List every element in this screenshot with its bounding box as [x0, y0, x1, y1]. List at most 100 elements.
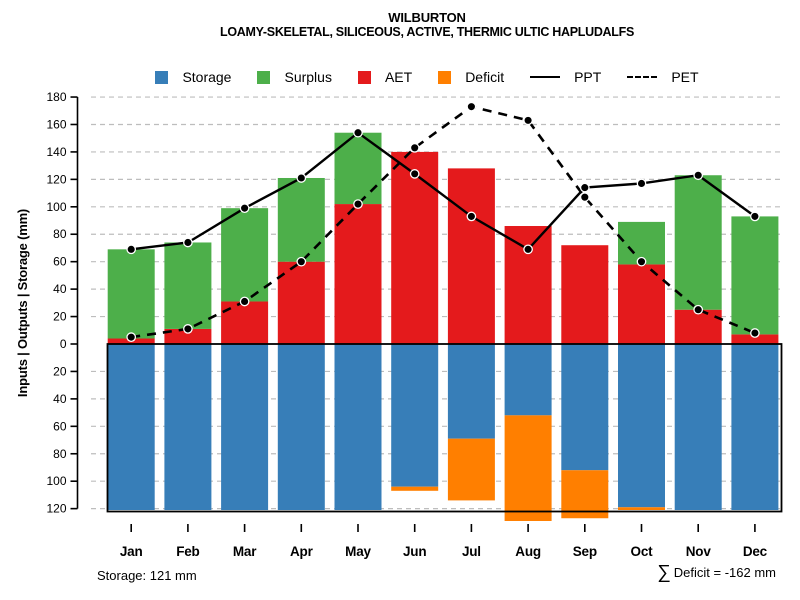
ppt-point-Jan	[126, 244, 137, 255]
deficit-annotation-text: Deficit = -162 mm	[673, 565, 776, 580]
bar-surplus-Dec	[731, 216, 779, 335]
ppt-point-Oct	[636, 178, 647, 189]
surplus-swatch-icon	[257, 70, 271, 84]
pet-point-Apr	[296, 256, 307, 267]
y-tick-label--100: 100	[46, 474, 66, 488]
bar-storage-Jun	[391, 344, 439, 487]
month-label-Aug: Aug	[515, 544, 541, 559]
storage-box	[106, 343, 783, 513]
legend-item-aet: AET	[357, 69, 413, 85]
bar-surplus-Jan	[107, 249, 155, 339]
page-title: WILBURTON	[388, 10, 466, 25]
bar-aet-Apr	[277, 261, 325, 344]
bar-storage-Jan	[107, 344, 155, 511]
ppt-point-Jul	[466, 211, 477, 222]
pet-line-icon	[627, 76, 658, 78]
bar-storage-Aug	[504, 344, 552, 416]
legend-label: Storage	[182, 69, 232, 85]
bar-aet-Dec	[731, 334, 779, 344]
y-tick-label--120: 120	[46, 502, 66, 516]
month-label-Jul: Jul	[462, 544, 481, 559]
bar-storage-Mar	[221, 344, 269, 511]
bar-aet-Jun	[391, 151, 439, 344]
month-label-Apr: Apr	[290, 544, 314, 559]
bar-storage-Feb	[164, 344, 212, 511]
pet-point-Jun	[409, 142, 420, 153]
y-tick-label--40: 40	[53, 392, 67, 406]
legend-item-deficit: Deficit	[438, 69, 504, 85]
legend-label: AET	[384, 69, 413, 85]
ppt-point-Nov	[693, 170, 704, 181]
y-tick-label-120: 120	[46, 172, 66, 186]
bar-surplus-Nov	[674, 175, 722, 310]
y-tick-label-160: 160	[46, 117, 66, 131]
y-tick-label--20: 20	[53, 364, 67, 378]
bar-storage-Nov	[674, 344, 722, 511]
storage-annotation: Storage: 121 mm	[97, 568, 197, 583]
aet-swatch-icon	[357, 70, 371, 84]
month-label-Jan: Jan	[120, 544, 143, 559]
y-tick-label-0: 0	[60, 337, 67, 351]
bar-aet-Jul	[447, 168, 495, 344]
bar-aet-May	[334, 204, 382, 344]
bar-storage-Dec	[731, 344, 779, 511]
y-tick-label-20: 20	[53, 310, 67, 324]
bar-aet-Feb	[164, 328, 212, 344]
ppt-point-Sep	[579, 182, 590, 193]
legend-item-ppt: PPT	[530, 69, 601, 85]
month-label-Dec: Dec	[743, 544, 768, 559]
ppt-point-Aug	[523, 244, 533, 255]
bar-surplus-Apr	[277, 177, 325, 262]
bar-storage-May	[334, 344, 382, 511]
pet-point-Nov	[693, 304, 704, 315]
pet-point-Sep	[579, 192, 590, 203]
pet-point-May	[353, 199, 363, 209]
pet-point-Oct	[636, 256, 647, 267]
bar-aet-Nov	[674, 309, 722, 344]
y-tick-label--60: 60	[53, 419, 67, 433]
y-tick-label-180: 180	[46, 90, 66, 104]
pet-point-Jul	[466, 101, 477, 112]
y-tick-label-100: 100	[46, 200, 66, 214]
deficit-annotation: ∑ Deficit = -162 mm	[657, 563, 776, 582]
legend-item-storage: Storage	[155, 69, 231, 85]
bar-surplus-Feb	[164, 242, 212, 329]
month-label-Jun: Jun	[403, 544, 426, 559]
y-tick-label-40: 40	[53, 282, 67, 296]
ppt-line-icon	[530, 76, 561, 78]
deficit-swatch-icon	[438, 70, 452, 84]
pet-line	[131, 105, 756, 339]
page-subtitle: LOAMY-SKELETAL, SILICEOUS, ACTIVE, THERM…	[219, 25, 634, 39]
bar-deficit-Aug	[504, 415, 552, 521]
pet-point-Mar	[239, 296, 250, 307]
y-tick-label-140: 140	[46, 145, 66, 159]
legend-item-surplus: Surplus	[257, 69, 332, 85]
pet-point-Aug	[523, 115, 533, 126]
bar-storage-Sep	[561, 344, 609, 471]
pet-point-Dec	[750, 328, 760, 338]
bar-deficit-Jun	[391, 486, 439, 491]
ppt-point-May	[353, 127, 363, 138]
ppt-point-Jun	[409, 169, 420, 179]
bar-deficit-Jul	[447, 438, 495, 501]
y-tick-label-80: 80	[53, 227, 67, 241]
legend-label: PET	[671, 69, 699, 85]
bar-storage-Jul	[447, 344, 495, 439]
ppt-point-Mar	[239, 203, 250, 214]
month-label-Nov: Nov	[686, 544, 712, 559]
bar-deficit-Sep	[561, 470, 609, 519]
y-tick-label--80: 80	[53, 447, 67, 461]
bar-storage-Apr	[277, 344, 325, 511]
month-label-May: May	[345, 544, 371, 559]
month-label-Feb: Feb	[176, 544, 199, 559]
legend-label: Surplus	[284, 69, 332, 85]
bar-aet-Sep	[561, 245, 609, 344]
month-label-Oct: Oct	[631, 544, 654, 559]
bar-aet-Oct	[618, 264, 665, 344]
legend-label: PPT	[574, 69, 602, 85]
sigma-icon: ∑	[657, 562, 671, 583]
bar-surplus-Mar	[221, 208, 269, 302]
y-axis-title: Inputs | Outputs | Storage (mm)	[15, 209, 30, 397]
storage-swatch-icon	[155, 70, 169, 84]
